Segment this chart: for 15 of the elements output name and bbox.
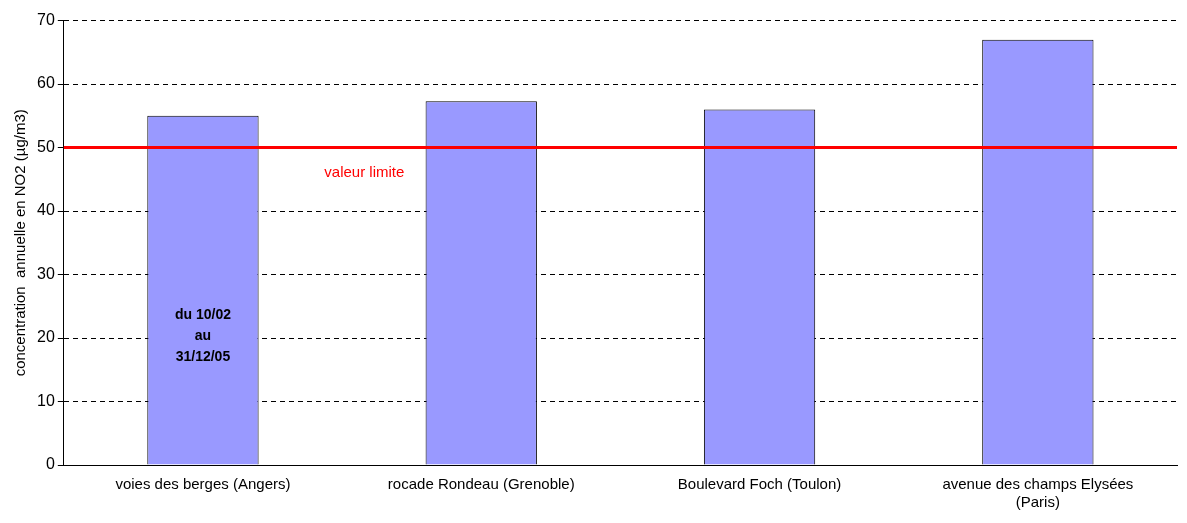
x-tick-label: voies des berges (Angers) bbox=[115, 475, 291, 493]
y-axis-title: concentration annuelle en NO2 (µg/m3) bbox=[11, 109, 29, 377]
y-tick-label: 70 bbox=[37, 11, 55, 29]
x-tick-label: Boulevard Foch (Toulon) bbox=[677, 475, 842, 493]
annotation: du 10/02 au 31/12/05 bbox=[174, 305, 232, 364]
y-tick-label: 50 bbox=[37, 137, 55, 155]
y-tick-label: 10 bbox=[37, 391, 55, 409]
y-tick-label: 30 bbox=[37, 264, 55, 282]
y-tick-label: 60 bbox=[37, 74, 55, 92]
x-tick-label: rocade Rondeau (Grenoble) bbox=[387, 475, 575, 493]
x-tick-label: avenue des champs Elysées (Paris) bbox=[942, 475, 1134, 511]
y-tick-label: 0 bbox=[45, 455, 55, 473]
y-tick-label: 20 bbox=[37, 328, 55, 346]
y-tick-label: 40 bbox=[37, 201, 55, 219]
ref-line-label: valeur limite bbox=[324, 162, 405, 180]
